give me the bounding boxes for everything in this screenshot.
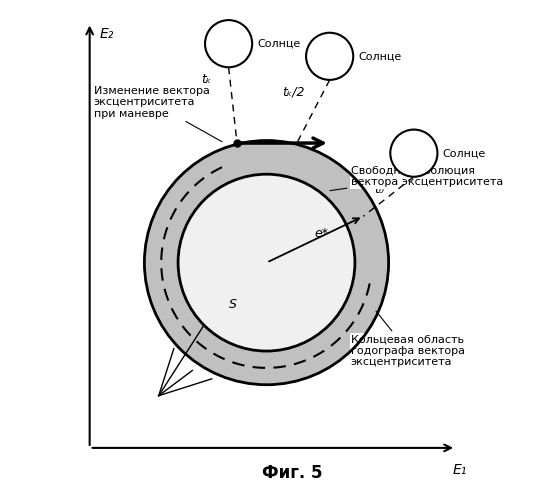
- Text: S: S: [229, 298, 237, 311]
- Text: tₖ: tₖ: [201, 73, 212, 86]
- Text: e*: e*: [314, 228, 328, 240]
- Polygon shape: [144, 140, 389, 384]
- Text: Свободная эволюция
вектора эксцентриситета: Свободная эволюция вектора эксцентрисите…: [330, 166, 503, 190]
- Text: t₀: t₀: [375, 182, 384, 196]
- Circle shape: [306, 32, 353, 80]
- Circle shape: [390, 130, 438, 176]
- Polygon shape: [178, 174, 355, 351]
- Text: Солнце: Солнце: [358, 52, 401, 62]
- Text: Солнце: Солнце: [257, 38, 301, 48]
- Circle shape: [205, 20, 252, 68]
- Text: Изменение вектора
эксцентриситета
при маневре: Изменение вектора эксцентриситета при ма…: [94, 86, 222, 142]
- Text: Фиг. 5: Фиг. 5: [262, 464, 322, 481]
- Text: Кольцевая область
годографа вектора
эксцентриситета: Кольцевая область годографа вектора эксц…: [351, 311, 465, 368]
- Text: E₁: E₁: [453, 463, 467, 477]
- Text: tₖ/2: tₖ/2: [282, 86, 304, 99]
- Text: E₂: E₂: [100, 27, 114, 41]
- Text: Солнце: Солнце: [442, 148, 486, 158]
